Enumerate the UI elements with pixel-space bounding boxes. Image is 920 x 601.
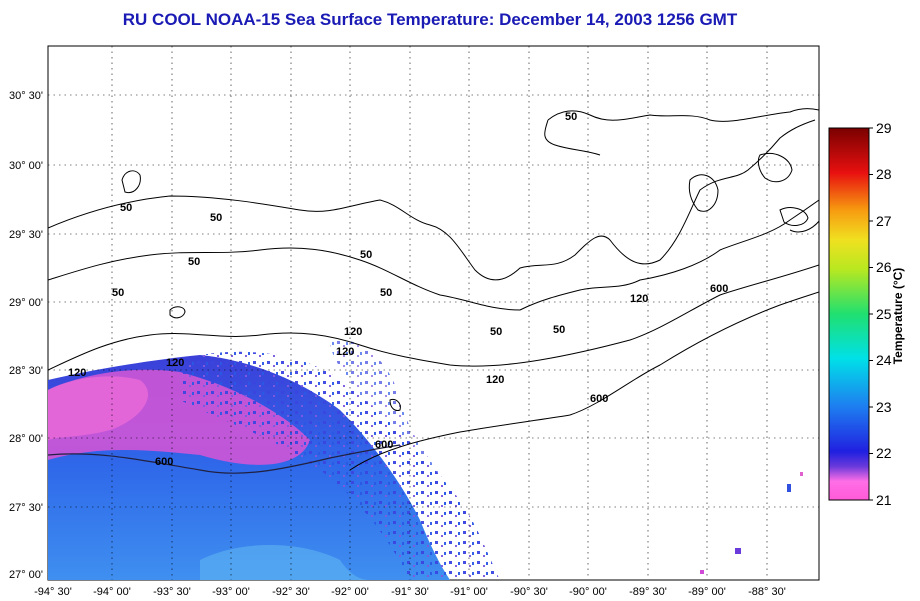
contour-labels: 50 50 50 50 50 50 50 50 120 120 120 120 … bbox=[68, 111, 728, 468]
colorbar-tick-label: 23 bbox=[876, 399, 892, 415]
colorbar-ticks bbox=[869, 127, 873, 501]
colorbar-tick-label: 25 bbox=[876, 306, 892, 322]
colorbar-title: Temperature (°C) bbox=[891, 267, 905, 365]
colorbar-tick-labels: 29 28 27 26 25 24 23 22 21 bbox=[876, 120, 892, 508]
contour-label: 600 bbox=[590, 393, 608, 405]
colorbar-tick-label: 28 bbox=[876, 166, 892, 182]
contour-label: 600 bbox=[710, 283, 728, 295]
contour-label: 50 bbox=[120, 202, 132, 214]
contour-label: 120 bbox=[344, 326, 362, 338]
contour-label: 50 bbox=[553, 324, 565, 336]
lon-label: -89° 00' bbox=[688, 586, 726, 598]
contour-label: 50 bbox=[490, 326, 502, 338]
lat-label: 30° 30' bbox=[9, 90, 43, 102]
lat-label: 29° 00' bbox=[9, 297, 43, 309]
lat-label: 30° 00' bbox=[9, 160, 43, 172]
contour-label: 120 bbox=[166, 357, 184, 369]
contour-label: 120 bbox=[630, 293, 648, 305]
colorbar-tick-label: 27 bbox=[876, 213, 892, 229]
longitude-labels: -94° 30' -94° 00' -93° 30' -93° 00' -92°… bbox=[34, 586, 786, 598]
lon-label: -92° 00' bbox=[331, 586, 369, 598]
lat-label: 28° 30' bbox=[9, 365, 43, 377]
lon-label: -90° 30' bbox=[510, 586, 548, 598]
contour-label: 120 bbox=[336, 346, 354, 358]
lat-label: 29° 30' bbox=[9, 229, 43, 241]
colorbar-tick-label: 21 bbox=[876, 492, 892, 508]
contour-label: 50 bbox=[380, 287, 392, 299]
contour-label: 50 bbox=[565, 111, 577, 123]
lon-label: -88° 30' bbox=[748, 586, 786, 598]
lon-label: -91° 30' bbox=[391, 586, 429, 598]
contour-label: 120 bbox=[68, 367, 86, 379]
contour-label: 600 bbox=[155, 456, 173, 468]
lon-label: -91° 00' bbox=[450, 586, 488, 598]
lon-label: -89° 30' bbox=[629, 586, 667, 598]
lat-label: 28° 00' bbox=[9, 433, 43, 445]
lon-label: -92° 30' bbox=[272, 586, 310, 598]
map-title: RU COOL NOAA-15 Sea Surface Temperature:… bbox=[122, 10, 738, 29]
colorbar-tick-label: 26 bbox=[876, 259, 892, 275]
lat-label: 27° 00' bbox=[9, 569, 43, 581]
colorbar-tick-label: 29 bbox=[876, 120, 892, 136]
contour-label: 50 bbox=[112, 287, 124, 299]
contours bbox=[48, 108, 819, 471]
colorbar bbox=[828, 127, 870, 501]
latitude-labels: 30° 30' 30° 00' 29° 30' 29° 00' 28° 30' … bbox=[9, 90, 43, 581]
contour-label: 50 bbox=[188, 256, 200, 268]
lon-label: -94° 30' bbox=[34, 586, 72, 598]
contour-label: 120 bbox=[486, 374, 504, 386]
colorbar-tick-label: 24 bbox=[876, 352, 892, 368]
contour-label: 50 bbox=[360, 249, 372, 261]
lon-label: -94° 00' bbox=[93, 586, 131, 598]
lat-label: 27° 30' bbox=[9, 502, 43, 514]
contour-label: 600 bbox=[375, 439, 393, 451]
sst-imagery bbox=[48, 339, 803, 580]
lon-label: -90° 00' bbox=[569, 586, 607, 598]
contour-label: 50 bbox=[210, 212, 222, 224]
lon-label: -93° 00' bbox=[212, 586, 250, 598]
lon-label: -93° 30' bbox=[153, 586, 191, 598]
coastline bbox=[48, 119, 816, 281]
colorbar-tick-label: 22 bbox=[876, 445, 892, 461]
